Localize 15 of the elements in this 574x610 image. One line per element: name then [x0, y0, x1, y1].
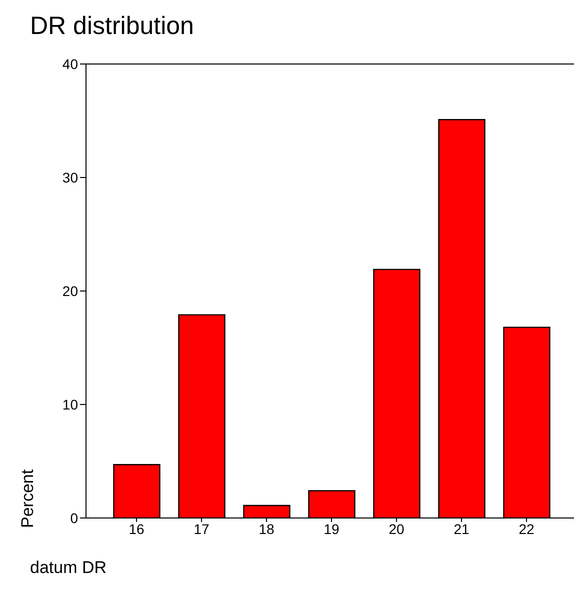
x-tick-label: 20 — [388, 520, 404, 537]
x-tick-label: 17 — [194, 520, 210, 537]
chart-title: DR distribution — [30, 12, 194, 41]
x-tick-label: 18 — [258, 520, 274, 537]
y-tick-label: 30 — [62, 169, 78, 186]
x-tick-label: 16 — [128, 520, 144, 537]
x-tick-label: 21 — [454, 520, 470, 537]
x-tick-label: 22 — [518, 520, 534, 537]
x-axis-title: datum DR — [30, 558, 107, 578]
y-axis-title: Percent — [18, 468, 38, 528]
x-tick-label: 19 — [324, 520, 340, 537]
y-tick-label: 40 — [62, 56, 78, 72]
y-tick-label: 20 — [62, 282, 78, 299]
y-tick-label: 10 — [62, 396, 78, 412]
y-tick-label: 0 — [70, 510, 78, 526]
